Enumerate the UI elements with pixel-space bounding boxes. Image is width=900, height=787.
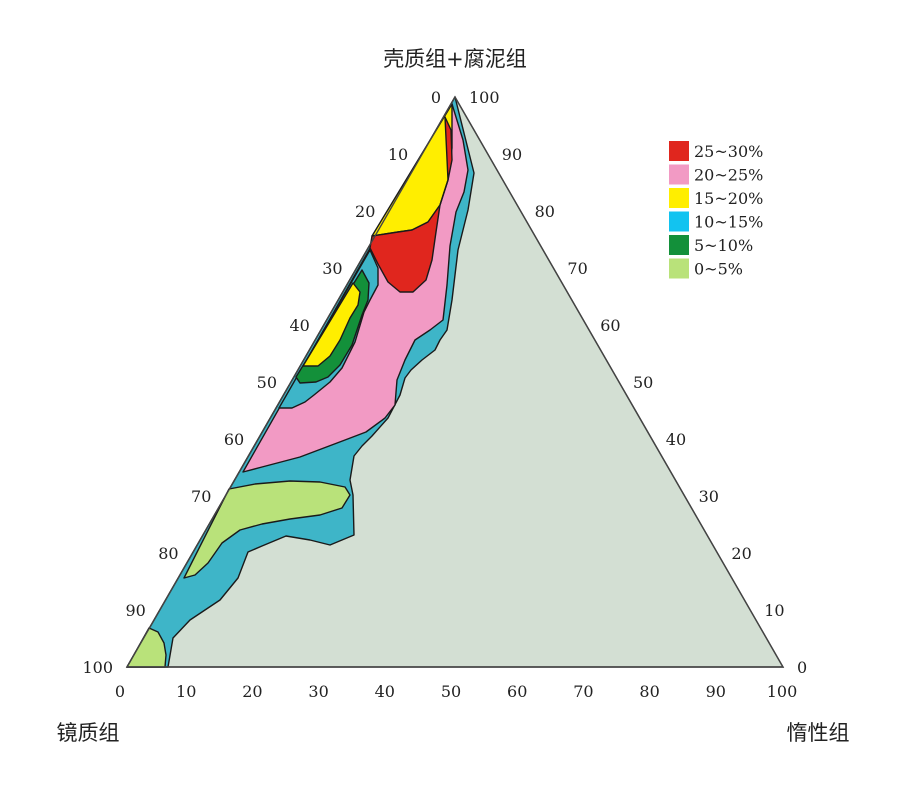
bottom-tick-label: 30 xyxy=(308,682,328,701)
right-tick-label: 100 xyxy=(469,88,500,107)
ternary-triangle-outline xyxy=(125,95,785,668)
contour-region-yellow-lower xyxy=(302,282,361,367)
right-tick-label: 0 xyxy=(797,658,807,677)
left-tick-label: 10 xyxy=(388,145,408,164)
legend-swatch xyxy=(669,188,689,208)
left-tick-label: 0 xyxy=(431,88,441,107)
bottom-tick-label: 90 xyxy=(706,682,726,701)
right-tick-label: 80 xyxy=(535,202,555,221)
legend-swatch xyxy=(669,211,689,232)
right-tick-label: 60 xyxy=(600,316,620,335)
left-tick-label: 30 xyxy=(322,259,342,278)
legend-label: 25~30% xyxy=(694,142,763,161)
left-tick-label: 100 xyxy=(82,658,113,677)
vertex-label-left: 镜质组 xyxy=(57,721,120,745)
bottom-tick-label: 80 xyxy=(639,682,659,701)
contour-region-red xyxy=(369,116,453,293)
bottom-tick-label: 70 xyxy=(573,682,593,701)
left-tick-label: 70 xyxy=(191,487,211,506)
bottom-tick-label: 10 xyxy=(176,682,196,701)
legend-label: 5~10% xyxy=(694,236,753,255)
legend-label: 10~15% xyxy=(694,213,763,232)
vertex-label-top: 壳质组+腐泥组 xyxy=(383,47,527,71)
contour-region-lightgreen-mid xyxy=(183,480,351,579)
legend-swatch xyxy=(669,141,689,161)
legend-swatch xyxy=(669,258,689,279)
legend-swatch xyxy=(669,235,689,255)
legend: 25~30% 20~25% 15~20% 10~15% 5~10% 0~5% xyxy=(669,141,763,279)
legend-label: 0~5% xyxy=(694,260,743,279)
bottom-tick-label: 40 xyxy=(375,682,395,701)
left-tick-label: 60 xyxy=(224,430,244,449)
bottom-tick-label: 100 xyxy=(767,682,798,701)
bottom-tick-label: 20 xyxy=(242,682,262,701)
left-tick-label: 40 xyxy=(289,316,309,335)
left-edge-ticks: 0 10 20 30 40 50 60 70 80 90 100 xyxy=(82,88,441,677)
right-tick-label: 30 xyxy=(699,487,719,506)
left-tick-label: 80 xyxy=(158,544,178,563)
bottom-tick-label: 0 xyxy=(115,682,125,701)
right-tick-label: 40 xyxy=(666,430,686,449)
right-tick-label: 20 xyxy=(731,544,751,563)
legend-label: 20~25% xyxy=(694,166,763,185)
right-tick-label: 10 xyxy=(764,601,784,620)
left-tick-label: 20 xyxy=(355,202,375,221)
bottom-tick-label: 50 xyxy=(441,682,461,701)
right-tick-label: 90 xyxy=(502,145,522,164)
left-tick-label: 90 xyxy=(125,601,145,620)
vertex-label-right: 惰性组 xyxy=(787,721,850,745)
right-tick-label: 70 xyxy=(567,259,587,278)
bottom-edge-ticks: 0 10 20 30 40 50 60 70 80 90 100 xyxy=(115,682,797,701)
legend-swatch xyxy=(669,164,689,185)
bottom-tick-label: 60 xyxy=(507,682,527,701)
right-tick-label: 50 xyxy=(633,373,653,392)
left-tick-label: 50 xyxy=(257,373,277,392)
legend-label: 15~20% xyxy=(694,189,763,208)
